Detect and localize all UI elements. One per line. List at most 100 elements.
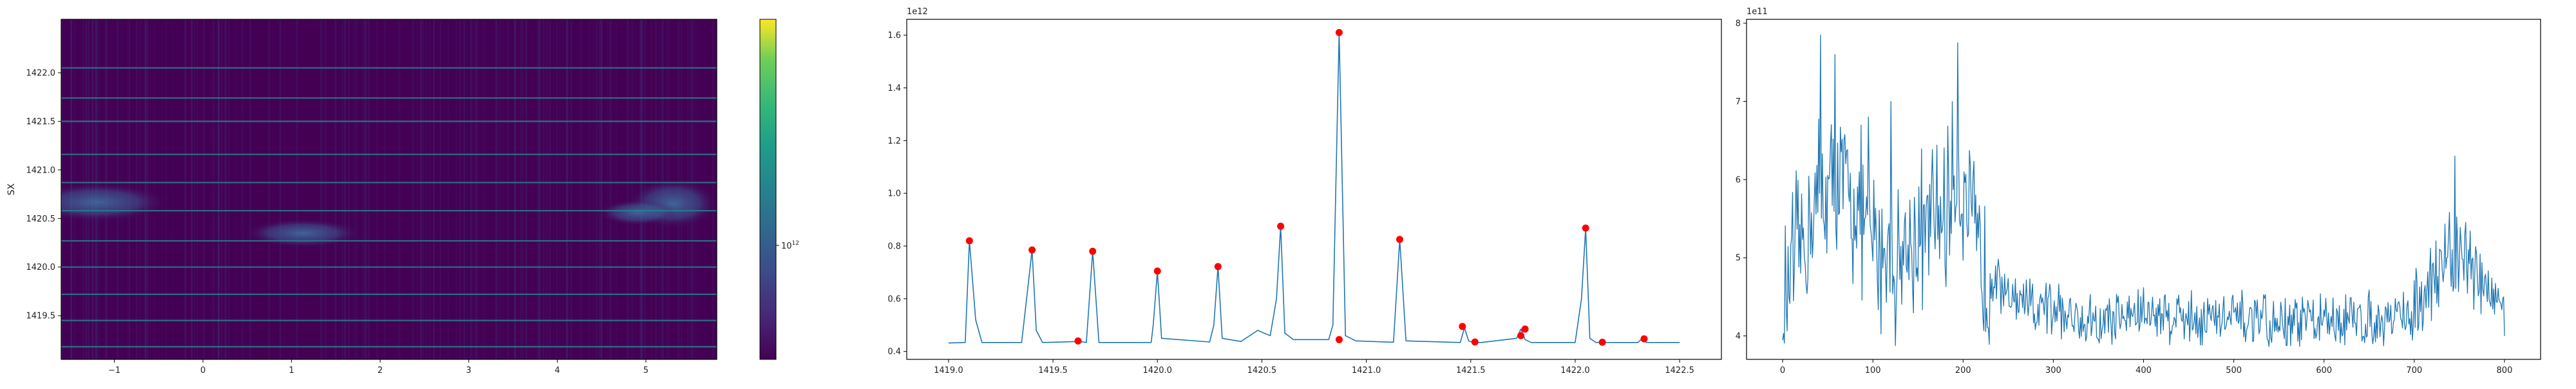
heatmap-stripe [324,19,326,359]
x-tick-label: 2 [377,366,383,375]
x-tick-label: 1422.5 [1665,366,1694,375]
x-tick-label: 0 [1780,366,1785,375]
peaks-axes-background [907,19,1721,359]
colorbar-tick-exponent: 12 [792,240,799,247]
y-tick-label: 4 [1736,332,1741,341]
colorbar-tick-base: 10 [781,242,792,251]
heatmap-stripe [471,19,473,359]
heatmap-stripe [514,19,515,359]
x-tick-label: 3 [466,366,471,375]
heatmap-stripe [466,19,468,359]
heatmap-stripe [412,19,414,359]
heatmap-stripe [279,19,281,359]
heatmap-stripe [196,19,198,359]
heatmap-stripe [457,19,460,359]
heatmap-stripe [518,19,520,359]
heatmap-stripe [321,19,323,359]
x-tick-label: 1422.0 [1560,366,1590,375]
x-tick-label: 100 [1865,366,1881,375]
x-tick-label: 0 [200,366,205,375]
y-tick-label: 1422.0 [26,68,56,78]
heatmap-stripe [429,19,431,359]
peaks-axes-frame [906,19,1722,360]
heatmap-stripe [452,19,453,359]
heatmap-stripe [565,19,567,359]
heatmap-stripe [600,19,603,359]
heatmap-stripe [332,19,333,359]
heatmap-blob [61,183,167,222]
heatmap-stripe [543,19,544,359]
y-tick-label: 0.6 [887,294,901,304]
heatmap-stripe [497,19,499,359]
x-tick-label: 600 [2316,366,2332,375]
y-tick-label: 1.6 [887,31,901,41]
x-tick-label: 1420.5 [1247,366,1277,375]
heatmap-stripe [327,19,328,359]
heatmap-stripe [364,19,366,359]
x-tick-label: 400 [2136,366,2152,375]
heatmap-stripe [184,19,187,359]
noise-x-ticks: 0 100 200 300 400 500 600 700 800 [1780,359,2512,375]
x-tick-label: 5 [643,366,649,375]
heatmap-stripe [598,19,600,359]
heatmap-stripe [522,19,524,359]
x-tick-label: 1421.5 [1456,366,1486,375]
heatmap-stripe [348,19,350,359]
y-tick-label: 1419.5 [26,312,56,321]
heatmap-stripe [600,19,602,359]
heatmap-stripe [191,19,192,359]
heatmap-stripe [433,19,435,359]
heatmap-panel: −1 0 1 2 3 4 5 1419.51420.01420.51421.01421.51… [6,19,717,375]
heatmap-stripe [162,19,164,359]
x-tick-label: 700 [2406,366,2422,375]
heatmap-stripe [560,19,561,359]
peak-marker [1214,263,1222,270]
heatmap-stripe [149,19,151,359]
heatmap-stripe [504,19,505,359]
peak-marker [1521,325,1529,333]
peak-marker [1074,337,1082,345]
heatmap-stripe [571,19,573,359]
heatmap-stripe [478,19,480,359]
peaks-panel: 1419.0 1419.5 1420.0 1420.5 1421.0 1421.5 1422… [887,7,1722,375]
heatmap-horizontal-lines [61,67,717,348]
y-tick-label: 1421.0 [26,166,56,175]
heatmap-stripe [154,19,155,359]
heatmap-stripe [520,19,522,359]
heatmap-stripe [539,19,541,359]
heatmap-stripe [537,19,539,359]
y-tick-label: 7 [1736,97,1741,107]
y-tick-label: 8 [1736,19,1741,29]
y-tick-label: 1.4 [887,84,901,93]
peak-marker [1459,323,1466,330]
colorbar: 1012 [759,19,799,360]
heatmap-stripe [428,19,430,359]
heatmap-stripe [194,19,196,359]
heatmap-stripe [502,19,504,359]
peak-marker [1640,335,1648,343]
heatmap-stripe [200,19,202,359]
heatmap-stripe [289,19,290,359]
x-tick-label: 1419.0 [934,366,963,375]
peak-marker [1089,247,1097,255]
heatmap-stripe [615,19,617,359]
noise-y-ticks: 4 5 6 7 8 [1736,19,1747,341]
heatmap-stripe [620,19,621,359]
peak-marker [1335,336,1343,343]
heatmap-stripe [591,19,592,359]
heatmap-stripe [368,19,370,359]
noise-series-line [1782,34,2505,347]
heatmap-stripe [553,19,554,359]
heatmap-y-ticks: 1419.5 1420.0 1420.5 1421.0 1421.5 1422.0 [26,68,61,321]
peak-markers [965,28,1648,346]
peaks-x-ticks: 1419.0 1419.5 1420.0 1420.5 1421.0 1421.5 1422… [934,359,1694,375]
heatmap-stripe [627,19,629,359]
heatmap-stripe [631,19,632,359]
heatmap-stripe [526,19,527,359]
heatmap-stripe [507,19,509,359]
heatmap-stripe [627,19,629,359]
colorbar-tick-label: 1012 [781,240,799,251]
heatmap-stripe [319,19,321,359]
heatmap-stripe [508,19,509,359]
